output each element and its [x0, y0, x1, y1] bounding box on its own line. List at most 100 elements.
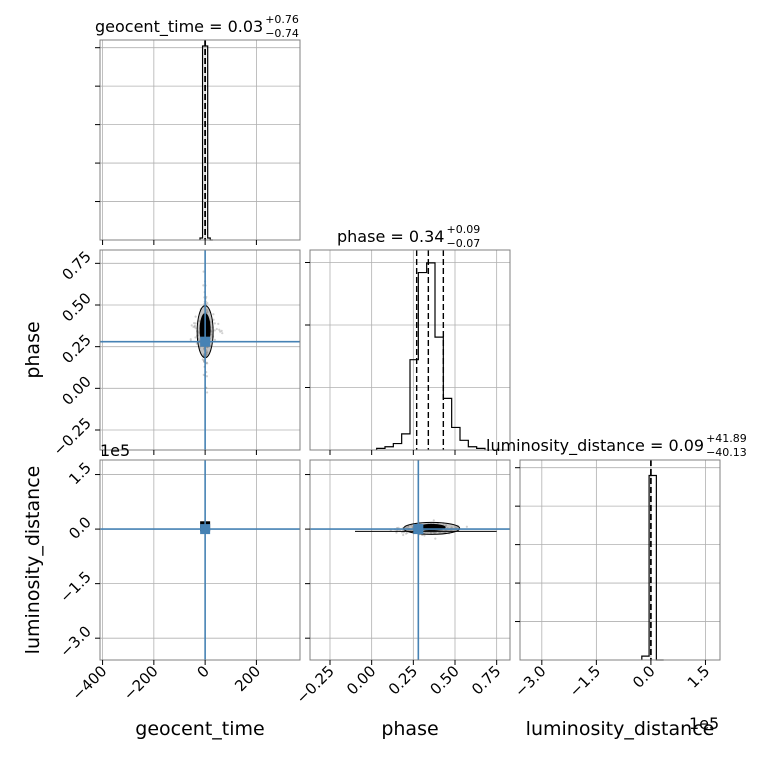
axes-layer: 0.750.500.250.00−0.25−400 −200 0 2001.50.0−… [50, 39, 721, 707]
sample-point [194, 327, 197, 330]
sample-point [212, 318, 215, 321]
sample-point [205, 352, 208, 356]
luminosity-distance-ytick-label-3: −3.0 [56, 622, 94, 660]
sample-point [210, 333, 213, 336]
phase-xtick-label-3: 0.50 [426, 662, 462, 698]
sample-point [219, 330, 222, 333]
luminosity-distance-xtick-label-1: −1.5 [566, 662, 604, 700]
sample-point [212, 313, 215, 316]
panel-frame-p10 [99, 249, 301, 451]
title-geocent-time-upper-error: +0.76 [265, 13, 299, 26]
phase-ytick-label-4: −0.25 [50, 414, 95, 459]
sample-point [407, 525, 410, 528]
sample-point [193, 324, 196, 327]
sample-point [206, 346, 209, 349]
x-offset-text: 1e5 [689, 714, 719, 733]
sample-point [192, 321, 196, 325]
sample-point [206, 311, 209, 314]
phase-xtick-label-4: 0.75 [468, 662, 504, 698]
sample-point [406, 531, 409, 535]
geocent-time-xtick-label-2: 0 [193, 662, 212, 681]
phase-histogram [376, 262, 486, 450]
sample-point [192, 325, 195, 329]
title-luminosity-distance-lower-error: −40.13 [706, 446, 747, 459]
panel-frame-p00 [99, 39, 301, 241]
sample-point [205, 391, 209, 394]
grid-layer [100, 40, 720, 660]
panel-frame-p11 [309, 249, 511, 451]
xlabel-phase: phase [381, 718, 438, 740]
luminosity-distance-histogram [641, 474, 664, 661]
truth-marker [200, 524, 211, 535]
luminosity-distance-ytick-label-0: 1.5 [65, 459, 95, 489]
sample-point [221, 332, 224, 335]
ylabel-luminosity-distance: luminosity_distance [22, 466, 44, 655]
panel-frame-p21 [309, 459, 511, 661]
sample-point [402, 531, 405, 534]
sample-point [402, 533, 405, 537]
sample-point [213, 338, 216, 341]
sample-point [194, 315, 197, 318]
sample-point [395, 531, 398, 534]
title-luminosity-distance-upper-error: +41.89 [706, 432, 747, 445]
truth-marker [200, 336, 211, 347]
sample-point [206, 302, 209, 305]
sample-point [423, 534, 426, 537]
geocent-time-histogram [199, 45, 213, 241]
sample-point [202, 284, 205, 287]
sample-point [197, 331, 200, 334]
ylabel-phase: phase [22, 321, 44, 378]
sample-point [213, 322, 216, 325]
luminosity-distance-xtick-label-3: 1.5 [684, 662, 714, 692]
sample-point [450, 526, 453, 529]
sample-point [465, 525, 468, 528]
sample-point [202, 354, 205, 357]
sample-point [194, 322, 197, 325]
title-phase-upper-error: +0.09 [446, 223, 480, 236]
phase-xtick-label-0: −0.25 [293, 662, 338, 707]
sample-point [434, 537, 437, 540]
luminosity-distance-ytick-label-1: 0.0 [65, 513, 95, 543]
y-offset-text: 1e5 [100, 441, 130, 460]
sample-point [205, 375, 209, 378]
sample-point [201, 358, 204, 361]
geocent-time-xtick-label-1: −200 [120, 662, 162, 704]
sample-point [213, 329, 216, 332]
sample-point [209, 320, 212, 323]
geocent-time-xtick-label-0: −400 [69, 662, 111, 704]
sample-point [205, 361, 208, 364]
luminosity-distance-xtick-label-2: 0.0 [629, 662, 659, 692]
luminosity-distance-xtick-label-0: −3.0 [511, 662, 549, 700]
phase-ytick-label-1: 0.50 [58, 289, 94, 325]
title-geocent-time-lower-error: −0.74 [265, 27, 299, 40]
sample-point [206, 351, 209, 354]
sample-point [433, 531, 436, 535]
title-phase-lower-error: −0.07 [446, 237, 480, 250]
phase-ytick-label-0: 0.75 [58, 247, 94, 283]
title-luminosity-distance: luminosity_distance = 0.09 [486, 436, 704, 456]
sample-point [206, 309, 209, 312]
sample-point [205, 351, 208, 354]
sample-point [220, 329, 223, 332]
sample-point [455, 526, 458, 529]
sample-point [215, 327, 218, 331]
sample-point [206, 362, 209, 365]
panel-frame-p20 [99, 459, 301, 661]
sample-point [193, 325, 196, 328]
sample-point [189, 338, 192, 341]
sample-point [411, 525, 414, 529]
sample-point [218, 328, 221, 331]
title-phase: phase = 0.34 [337, 227, 444, 246]
geocent-time-xtick-label-3: 200 [231, 662, 264, 695]
luminosity-distance-ytick-label-2: −1.5 [56, 568, 94, 606]
data-layer [100, 40, 664, 661]
phase-xtick-label-2: 0.25 [385, 662, 421, 698]
sample-point [429, 532, 433, 535]
sample-point [202, 270, 205, 273]
title-geocent-time: geocent_time = 0.03 [95, 17, 263, 37]
phase-xtick-label-1: 0.00 [343, 662, 379, 698]
panel-frame-p22 [519, 459, 721, 661]
sample-point [210, 330, 213, 333]
